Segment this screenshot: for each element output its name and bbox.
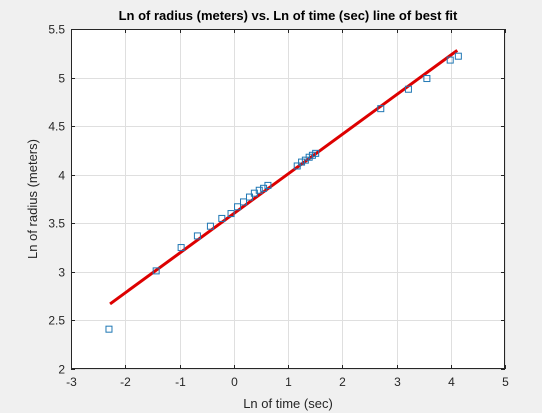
y-tick-label: 5.5 <box>48 23 65 37</box>
plot-frame <box>71 29 505 369</box>
data-point <box>377 105 385 113</box>
y-tick-label: 3.5 <box>48 217 65 231</box>
x-tick-label: 5 <box>502 375 509 389</box>
y-tick-label: 5 <box>58 72 65 86</box>
chart-title: Ln of radius (meters) vs. Ln of time (se… <box>119 8 458 23</box>
x-tick-label: 1 <box>285 375 292 389</box>
data-point <box>240 198 248 206</box>
data-point <box>177 244 185 252</box>
x-tick-label: -2 <box>120 375 131 389</box>
data-point <box>245 193 253 201</box>
data-point <box>423 75 431 83</box>
x-axis-label: Ln of time (sec) <box>243 396 333 411</box>
x-tick-label: 2 <box>339 375 346 389</box>
data-point <box>218 214 226 222</box>
data-point <box>152 267 160 275</box>
y-tick-label: 4.5 <box>48 120 65 134</box>
data-point <box>264 181 272 189</box>
data-point <box>206 222 214 230</box>
data-point <box>234 203 242 211</box>
y-tick-label: 2 <box>58 363 65 377</box>
best-fit-line <box>109 49 459 306</box>
data-point <box>446 56 454 64</box>
x-tick-label: 4 <box>448 375 455 389</box>
data-point <box>404 85 412 93</box>
data-point <box>293 162 301 170</box>
y-tick-label: 2.5 <box>48 314 65 328</box>
data-point <box>312 149 320 157</box>
data-point <box>454 52 462 60</box>
data-point <box>255 186 263 194</box>
y-axis-label: Ln of radius (meters) <box>25 139 40 259</box>
y-tick-label: 3 <box>58 266 65 280</box>
data-point <box>105 325 113 333</box>
x-tick-label: 3 <box>394 375 401 389</box>
x-tick-label: 0 <box>231 375 238 389</box>
data-point <box>193 232 201 240</box>
data-point <box>227 210 235 218</box>
x-tick-label: -1 <box>175 375 186 389</box>
data-marks <box>105 49 462 333</box>
y-tick-label: 4 <box>58 169 65 183</box>
data-point <box>298 158 306 166</box>
x-tick-label: -3 <box>66 375 77 389</box>
